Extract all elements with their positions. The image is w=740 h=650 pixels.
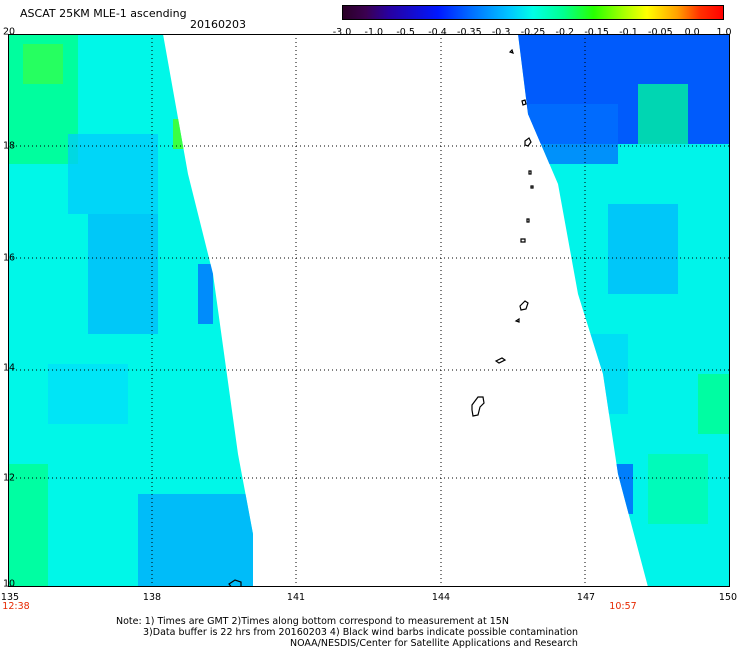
product-title: ASCAT 25KM MLE-1 ascending [20,7,187,20]
coastlines [228,48,534,587]
lat-label: 16 [3,252,16,264]
colorbar-tick-label: -0.1 [619,27,638,38]
colorbar-tick-label: -1.0 [364,27,384,38]
end-time-label: 10:57 [609,601,637,612]
colorbar-tick-label: -3.0 [332,27,352,38]
colorbar-tick-label: 0.0 [684,27,700,38]
swath-map [8,34,730,587]
lon-label: 141 [286,592,306,603]
west-swath [8,34,253,587]
lat-label: 10 [3,578,16,590]
colorbar-tick-label: -0.05 [648,27,673,38]
lat-label: 14 [3,362,16,374]
note-line-3: NOAA/NESDIS/Center for Satellite Applica… [290,638,578,649]
color-scale-bar [342,5,724,20]
lon-label: 144 [431,592,451,603]
note-line-1: Note: 1) Times are GMT 2)Times along bot… [116,616,509,627]
colorbar-tick-label: 1.0 [716,27,732,38]
colorbar-tick-label: -0.25 [520,27,546,38]
lon-label: 147 [576,592,596,603]
product-date: 20160203 [190,18,246,31]
colorbar-tick-label: -0.4 [428,27,447,38]
colorbar-tick-label: -0.15 [584,27,609,38]
east-swath [518,34,730,587]
lon-label: 138 [142,592,162,603]
lat-label: 18 [3,140,16,152]
lat-label: 20 [3,26,16,38]
map-grid [8,34,730,587]
note-line-2: 3)Data buffer is 22 hrs from 20160203 4)… [143,627,579,638]
lon-label: 135 [0,592,20,603]
start-time-label: 12:38 [2,601,30,612]
lon-label: 150 [718,592,738,603]
lat-label: 12 [3,472,16,484]
colorbar-tick-label: -0.2 [555,27,575,38]
colorbar-tick-label: -0.5 [396,27,415,38]
colorbar-tick-label: -0.3 [491,27,511,38]
colorbar-tick-label: -0.35 [457,27,482,38]
map-frame [8,34,730,587]
